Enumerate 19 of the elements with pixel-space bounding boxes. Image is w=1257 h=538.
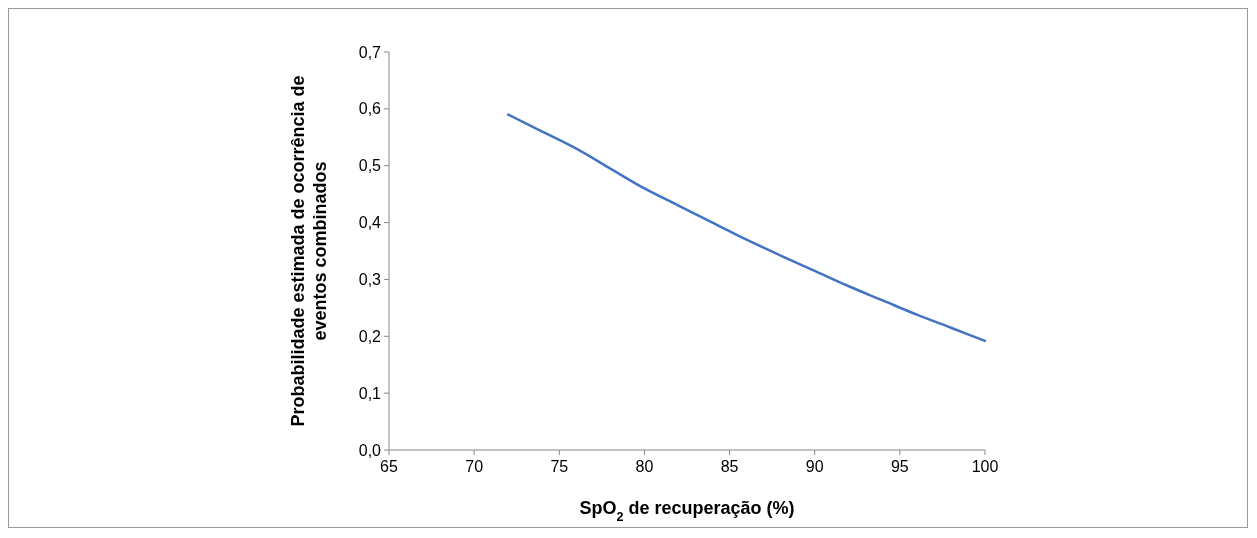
x-tick-label: 75: [550, 458, 569, 475]
x-tick-label: 65: [380, 458, 398, 475]
x-tick-label: 80: [635, 458, 654, 475]
x-tick-label: 70: [465, 458, 484, 475]
y-tick-label: 0,5: [358, 157, 382, 175]
x-tick-label: 100: [971, 458, 999, 475]
y-tick-label: 0,0: [358, 441, 382, 459]
y-tick-label: 0,3: [358, 271, 382, 289]
y-tick-label: 0,6: [358, 100, 382, 118]
y-tick-label: 0,1: [358, 384, 382, 402]
x-tick-label: 95: [890, 458, 909, 475]
x-axis-title: SpO$_{2}$ de recuperação (%): [579, 498, 795, 524]
y-tick-label: 0,2: [358, 327, 382, 345]
x-tick-label: 85: [720, 458, 739, 475]
x-tick-label: 90: [805, 458, 824, 475]
y-tick-label: 0,4: [358, 214, 382, 232]
y-axis-title: Probabilidade estimada de ocorrência de eventos combinados: [288, 75, 330, 427]
line-series: [506, 113, 987, 343]
y-tick-label: 0,7: [358, 43, 382, 61]
